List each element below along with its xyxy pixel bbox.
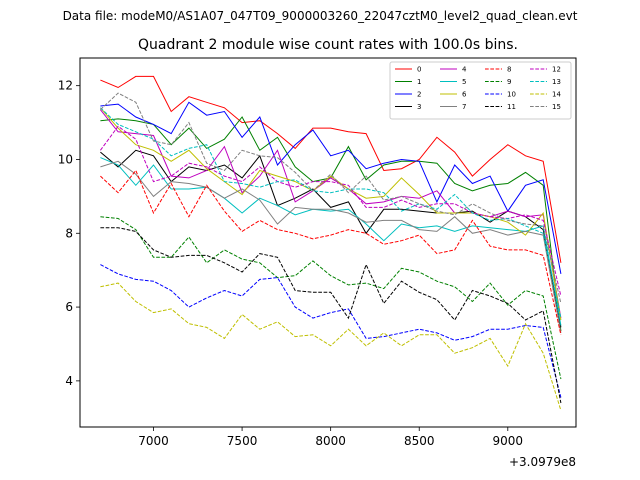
y-tick-label: 12 xyxy=(58,79,73,93)
series-line-14 xyxy=(100,282,562,411)
legend-label-14: 14 xyxy=(552,91,561,99)
legend-label-4: 4 xyxy=(462,66,467,74)
legend-label-6: 6 xyxy=(462,91,467,99)
legend-label-13: 13 xyxy=(552,78,561,86)
legend-label-15: 15 xyxy=(552,103,561,111)
series-line-15 xyxy=(100,92,562,304)
y-tick-label: 10 xyxy=(58,152,73,166)
figure-suptitle: Data file: modeM0/AS1A07_047T09_90000032… xyxy=(63,9,578,23)
x-tick-label: 8000 xyxy=(315,434,346,448)
y-tick-label: 6 xyxy=(65,300,73,314)
plot-area xyxy=(99,75,562,411)
x-tick-label: 7500 xyxy=(227,434,258,448)
x-offset-label: +3.0979e8 xyxy=(509,455,576,469)
series-line-2 xyxy=(100,101,562,274)
chart-title: Quadrant 2 module wise count rates with … xyxy=(138,37,518,53)
legend-label-9: 9 xyxy=(507,78,511,86)
legend-label-7: 7 xyxy=(462,103,466,111)
legend-label-11: 11 xyxy=(507,103,516,111)
legend-label-12: 12 xyxy=(552,66,561,74)
series-line-13 xyxy=(100,107,562,319)
y-tick-label: 4 xyxy=(65,374,73,388)
series-line-6 xyxy=(100,107,562,321)
x-tick-label: 9000 xyxy=(493,434,524,448)
legend-label-2: 2 xyxy=(417,91,421,99)
x-tick-label: 7000 xyxy=(138,434,169,448)
series-line-8 xyxy=(100,169,562,335)
series-line-11 xyxy=(100,227,562,404)
legend-label-8: 8 xyxy=(507,66,511,74)
series-line-7 xyxy=(100,160,562,333)
legend-box xyxy=(389,61,572,120)
series-line-9 xyxy=(100,216,562,380)
series-line-5 xyxy=(100,157,562,326)
legend-label-5: 5 xyxy=(462,78,466,86)
legend-label-10: 10 xyxy=(507,91,516,99)
legend-label-1: 1 xyxy=(417,78,421,86)
x-tick-label: 8500 xyxy=(404,434,435,448)
legend-label-3: 3 xyxy=(417,103,421,111)
y-tick-label: 8 xyxy=(65,226,73,240)
series-line-12 xyxy=(99,125,562,297)
axes-frame xyxy=(79,57,577,428)
series-line-0 xyxy=(100,75,562,263)
legend-label-0: 0 xyxy=(417,66,421,74)
